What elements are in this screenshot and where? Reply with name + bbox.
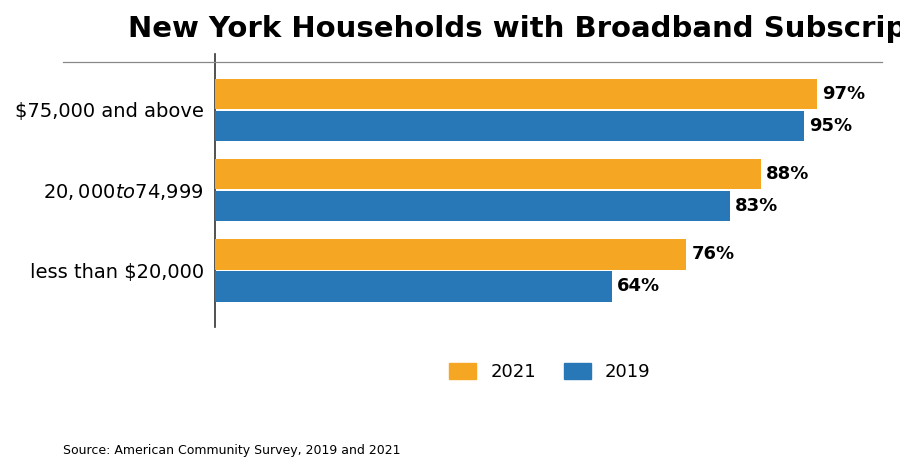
Bar (215, 111, 805, 141)
Text: 83%: 83% (735, 197, 778, 215)
Text: 95%: 95% (809, 117, 852, 135)
Text: 64%: 64% (617, 278, 660, 295)
Bar (215, 191, 730, 221)
Bar (215, 159, 760, 189)
Text: 88%: 88% (766, 165, 809, 183)
Bar (215, 239, 687, 270)
Bar (215, 79, 817, 109)
Text: Source: American Community Survey, 2019 and 2021: Source: American Community Survey, 2019 … (63, 444, 400, 457)
Bar (215, 271, 612, 302)
Title: New York Households with Broadband Subscription: New York Households with Broadband Subsc… (129, 15, 900, 43)
Text: 76%: 76% (691, 245, 734, 263)
Text: 97%: 97% (822, 85, 865, 103)
Legend: 2021, 2019: 2021, 2019 (442, 356, 658, 389)
